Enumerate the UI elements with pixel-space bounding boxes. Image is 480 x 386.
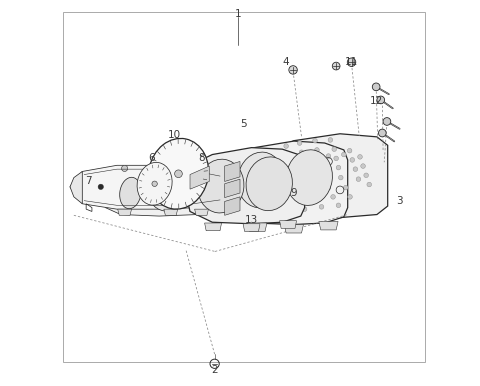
Polygon shape [284,225,303,233]
Circle shape [317,157,322,161]
Ellipse shape [148,139,208,209]
Polygon shape [70,171,82,204]
Circle shape [344,185,348,190]
Circle shape [353,167,358,171]
Circle shape [336,203,341,208]
Text: 13: 13 [245,215,258,225]
Circle shape [303,168,308,173]
Circle shape [377,96,384,104]
Circle shape [192,163,199,169]
Text: 12: 12 [370,96,383,106]
Text: 1: 1 [235,9,241,19]
Circle shape [350,157,355,162]
Text: 9: 9 [290,188,297,198]
Polygon shape [225,179,240,198]
Text: 10: 10 [168,130,181,140]
Polygon shape [243,224,260,232]
Circle shape [319,166,324,171]
Circle shape [364,173,369,178]
Polygon shape [225,141,348,225]
Circle shape [326,185,331,190]
Circle shape [297,198,302,203]
Text: 8: 8 [198,153,205,163]
Ellipse shape [198,159,244,213]
Polygon shape [164,209,178,215]
Circle shape [338,175,343,180]
Circle shape [98,184,104,190]
Circle shape [312,139,317,143]
Ellipse shape [191,178,212,208]
Circle shape [310,188,314,192]
Circle shape [322,176,327,181]
Circle shape [152,181,157,186]
Circle shape [302,207,307,212]
Circle shape [367,182,372,187]
Polygon shape [101,165,231,216]
Text: 5: 5 [240,119,247,129]
Text: 4: 4 [283,57,289,67]
Polygon shape [204,223,222,231]
Circle shape [358,154,362,159]
Text: 7: 7 [85,176,91,186]
Circle shape [361,164,365,168]
Circle shape [328,138,333,142]
Ellipse shape [246,157,292,211]
Circle shape [287,171,291,176]
Circle shape [372,83,380,91]
Polygon shape [225,161,240,181]
Circle shape [348,195,352,199]
Ellipse shape [238,152,284,208]
Circle shape [356,177,361,181]
Polygon shape [70,165,228,209]
Circle shape [299,150,304,154]
Ellipse shape [120,177,141,209]
Circle shape [284,144,288,148]
Ellipse shape [148,169,186,211]
Polygon shape [266,134,388,218]
Circle shape [378,129,386,137]
Circle shape [158,161,164,168]
Circle shape [334,156,338,161]
Circle shape [383,118,391,125]
Polygon shape [190,166,209,189]
Circle shape [336,165,341,170]
Circle shape [348,58,356,66]
Polygon shape [248,223,267,232]
Circle shape [289,181,294,185]
Circle shape [314,196,318,201]
Circle shape [332,62,340,70]
Polygon shape [118,209,132,215]
Polygon shape [319,222,338,230]
Polygon shape [280,221,297,229]
Circle shape [175,170,182,178]
Circle shape [306,178,311,182]
Circle shape [314,147,319,152]
Circle shape [331,195,336,199]
Circle shape [297,141,302,145]
Circle shape [121,165,128,171]
Circle shape [301,159,306,164]
Circle shape [348,148,352,153]
Text: 3: 3 [396,196,403,206]
Ellipse shape [137,163,172,205]
Text: 2: 2 [212,365,218,375]
Circle shape [332,147,336,151]
Text: 6: 6 [148,153,155,163]
Polygon shape [225,197,240,215]
Circle shape [293,190,298,195]
Circle shape [326,154,331,158]
Circle shape [285,162,289,167]
Circle shape [342,152,346,157]
Ellipse shape [286,150,333,205]
Circle shape [289,66,297,74]
Polygon shape [194,209,208,215]
Polygon shape [185,147,305,224]
Text: 11: 11 [345,57,358,67]
Circle shape [283,153,288,157]
Circle shape [319,205,324,209]
